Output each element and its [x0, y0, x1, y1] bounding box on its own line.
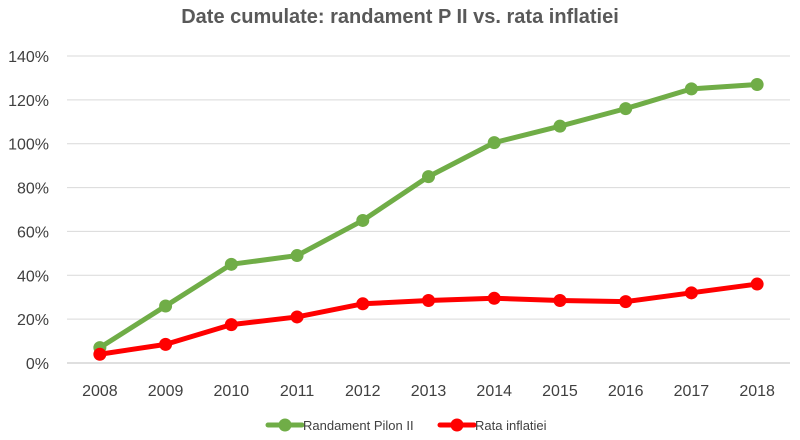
data-point [619, 102, 633, 116]
data-point [356, 297, 370, 311]
x-tick-label: 2014 [476, 383, 512, 400]
data-point [290, 310, 304, 324]
x-tick-label: 2009 [148, 383, 184, 400]
data-point [422, 170, 435, 184]
data-point [422, 294, 435, 308]
y-tick-label: 140% [8, 49, 49, 66]
x-tick-label: 2013 [411, 383, 447, 400]
data-point [619, 295, 633, 309]
x-tick-label: 2010 [214, 383, 250, 400]
x-tick-label: 2018 [739, 383, 775, 400]
data-point [224, 257, 238, 271]
chart-title: Date cumulate: randament P II vs. rata i… [181, 6, 619, 28]
data-point [750, 78, 764, 92]
x-tick-label: 2012 [345, 383, 381, 400]
data-point [553, 119, 567, 133]
legend-marker [450, 418, 464, 432]
y-tick-label: 120% [8, 93, 49, 110]
legend-label: Rata inflatiei [475, 418, 547, 433]
y-tick-label: 0% [26, 356, 49, 373]
data-point [159, 337, 173, 351]
x-tick-label: 2015 [542, 383, 578, 400]
y-tick-label: 60% [17, 224, 49, 241]
x-tick-label: 2008 [82, 383, 118, 400]
legend-label: Randament Pilon II [303, 418, 414, 433]
series-line [97, 82, 760, 351]
data-point [487, 291, 501, 305]
x-tick-label: 2011 [280, 383, 315, 400]
data-point [553, 294, 567, 308]
x-tick-label: 2016 [608, 383, 644, 400]
y-tick-label: 80% [17, 181, 49, 198]
x-tick-label: 2017 [674, 383, 710, 400]
y-tick-label: 20% [17, 312, 49, 329]
data-point [684, 286, 698, 300]
data-point [159, 299, 173, 313]
data-point [290, 249, 304, 263]
y-tick-label: 100% [8, 137, 49, 154]
data-point [487, 136, 501, 150]
y-tick-label: 40% [17, 268, 49, 285]
data-point [356, 213, 370, 227]
data-point [93, 347, 107, 361]
data-point [684, 82, 698, 96]
legend-marker [278, 418, 292, 432]
data-point [750, 277, 764, 291]
data-point [224, 318, 238, 332]
